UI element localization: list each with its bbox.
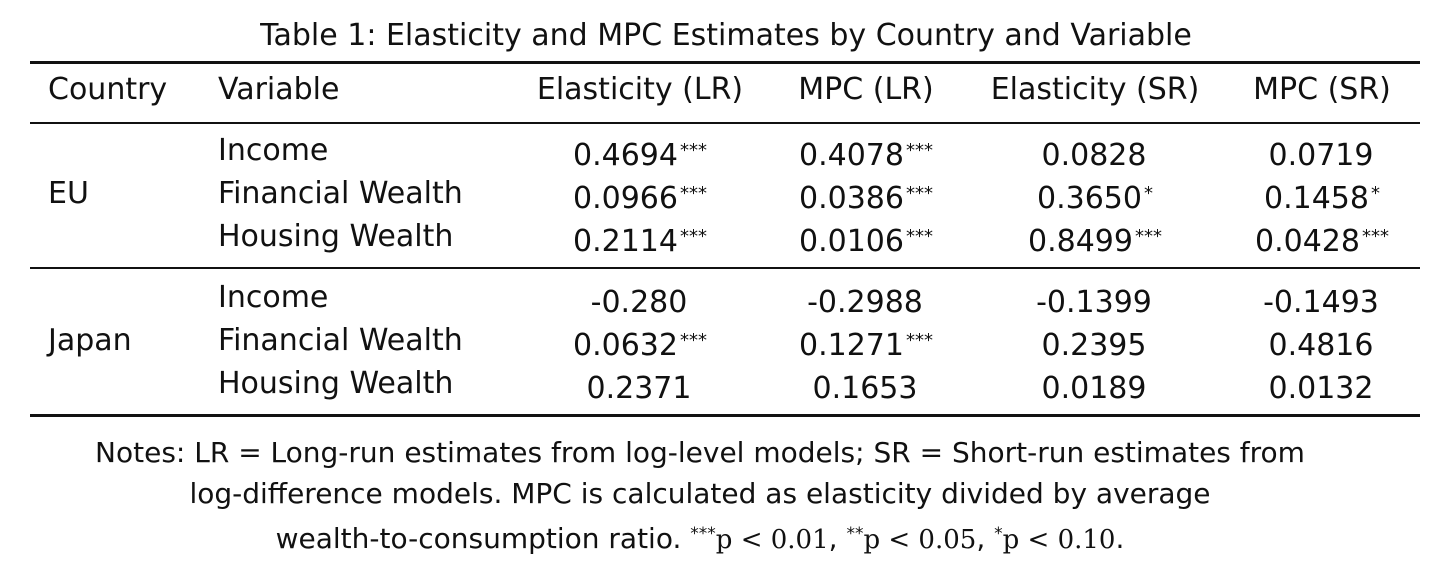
- sig-threshold-3: p < 0.10: [1002, 525, 1116, 555]
- cell-mpc-lr: 0.1653: [812, 371, 918, 406]
- sig-stars-3: *: [994, 524, 1003, 544]
- header-country: Country: [48, 72, 168, 107]
- cell-elasticity-lr: 0.2371: [586, 371, 692, 406]
- header-mpc-lr: MPC (LR): [798, 72, 934, 107]
- notes-line-3-text: wealth-to-consumption ratio.: [275, 522, 682, 555]
- cell-mpc-sr: -0.1493: [1263, 285, 1379, 320]
- cell-elasticity-sr: 0.0828: [1041, 138, 1147, 173]
- cell-mpc-sr: 0.4816: [1268, 328, 1374, 363]
- notes-line-1: Notes: LR = Long-run estimates from log-…: [95, 436, 1305, 469]
- bottom-rule: [30, 414, 1420, 417]
- cell-elasticity-sr: 0.3650 *: [1037, 181, 1153, 216]
- sig-stars-2: **: [846, 524, 864, 544]
- cell-elasticity-lr: 0.4694 ***: [573, 138, 707, 173]
- header-rule: [30, 122, 1420, 124]
- cell-mpc-lr: -0.2988: [807, 285, 923, 320]
- row-variable: Financial Wealth: [218, 323, 463, 358]
- table-notes: Notes: LR = Long-run estimates from log-…: [40, 432, 1360, 561]
- notes-line-3: wealth-to-consumption ratio. ***p < 0.01…: [275, 522, 1125, 555]
- cell-mpc-sr: 0.0428 ***: [1255, 224, 1389, 259]
- notes-line-2: log-difference models. MPC is calculated…: [189, 477, 1211, 510]
- group-rule: [30, 267, 1420, 269]
- cell-elasticity-lr: -0.280: [590, 285, 688, 320]
- header-mpc-sr: MPC (SR): [1253, 72, 1391, 107]
- cell-elasticity-sr: -0.1399: [1036, 285, 1152, 320]
- sig-stars-1: ***: [690, 524, 716, 544]
- group-country-japan: Japan: [48, 323, 132, 358]
- cell-elasticity-lr: 0.0966 ***: [573, 181, 707, 216]
- cell-mpc-lr: 0.0106 ***: [799, 224, 933, 259]
- row-variable: Housing Wealth: [218, 366, 454, 401]
- cell-mpc-sr: 0.1458 *: [1264, 181, 1380, 216]
- cell-mpc-lr: 0.1271 ***: [799, 328, 933, 363]
- row-variable: Income: [218, 280, 329, 315]
- group-country-eu: EU: [48, 176, 89, 211]
- cell-elasticity-sr: 0.2395: [1041, 328, 1147, 363]
- sig-threshold-2: p < 0.05: [863, 525, 977, 555]
- top-rule: [30, 61, 1420, 64]
- row-variable: Housing Wealth: [218, 219, 454, 254]
- header-variable: Variable: [218, 72, 340, 107]
- header-elasticity-sr: Elasticity (SR): [990, 72, 1200, 107]
- row-variable: Income: [218, 133, 329, 168]
- cell-mpc-sr: 0.0132: [1268, 371, 1374, 406]
- sig-threshold-1: p < 0.01: [715, 525, 829, 555]
- cell-mpc-sr: 0.0719: [1268, 138, 1374, 173]
- row-variable: Financial Wealth: [218, 176, 463, 211]
- cell-elasticity-sr: 0.8499 ***: [1028, 224, 1162, 259]
- cell-elasticity-sr: 0.0189: [1041, 371, 1147, 406]
- cell-mpc-lr: 0.0386 ***: [799, 181, 933, 216]
- table-caption: Table 1: Elasticity and MPC Estimates by…: [260, 18, 1192, 53]
- cell-mpc-lr: 0.4078 ***: [799, 138, 933, 173]
- cell-elasticity-lr: 0.2114 ***: [573, 224, 707, 259]
- cell-elasticity-lr: 0.0632 ***: [573, 328, 707, 363]
- header-elasticity-lr: Elasticity (LR): [536, 72, 744, 107]
